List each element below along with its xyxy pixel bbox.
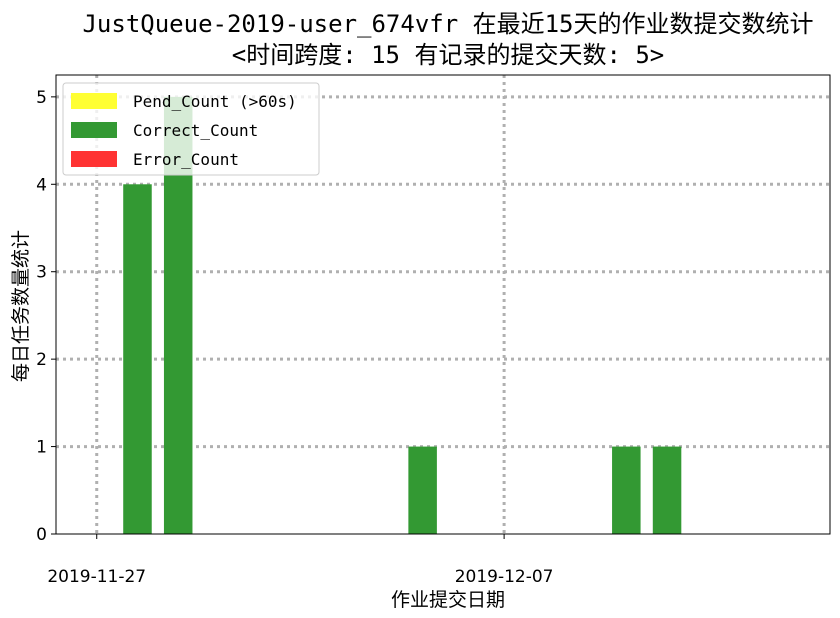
bar-correct-count-0 <box>123 184 152 535</box>
bar-correct-count-2 <box>408 446 437 534</box>
y-tick-label-2: 2 <box>36 350 47 370</box>
legend: Pend_Count (>60s) Correct_Count Error_Coun… <box>62 82 320 176</box>
legend-label-2: Error_Count <box>133 150 239 169</box>
y-axis-ticks: 0 1 2 3 4 5 <box>36 88 56 545</box>
plot-frame <box>55 74 831 535</box>
bar-correct-count-3 <box>612 446 641 534</box>
y-tick-label-3: 3 <box>36 263 47 283</box>
y-tick-label-1: 1 <box>36 438 47 458</box>
y-axis-label: 每日任务数量统计 <box>10 230 32 382</box>
x-axis-ticks: 2019-11-27 2019-12-07 <box>47 534 554 587</box>
x-tick-label-1: 2019-12-07 <box>455 567 554 587</box>
legend-box <box>62 82 320 176</box>
x-tick-label-0: 2019-11-27 <box>47 567 146 587</box>
legend-label-0: Pend_Count (>60s) <box>133 92 297 111</box>
legend-swatch-2 <box>71 151 117 167</box>
chart-title-line1: JustQueue-2019-user_674vfr 在最近15天的作业数提交数… <box>82 10 813 38</box>
y-tick-label-0: 0 <box>36 525 47 545</box>
bar-correct-count-4 <box>652 446 682 534</box>
y-tick-label-5: 5 <box>36 88 47 108</box>
x-axis-label: 作业提交日期 <box>391 589 505 611</box>
y-tick-label-4: 4 <box>36 175 47 195</box>
legend-swatch-1 <box>71 122 117 138</box>
legend-label-1: Correct_Count <box>133 121 258 140</box>
chart-title-line2: <时间跨度: 15 有记录的提交天数: 5> <box>232 41 665 69</box>
legend-swatch-0 <box>71 93 117 109</box>
